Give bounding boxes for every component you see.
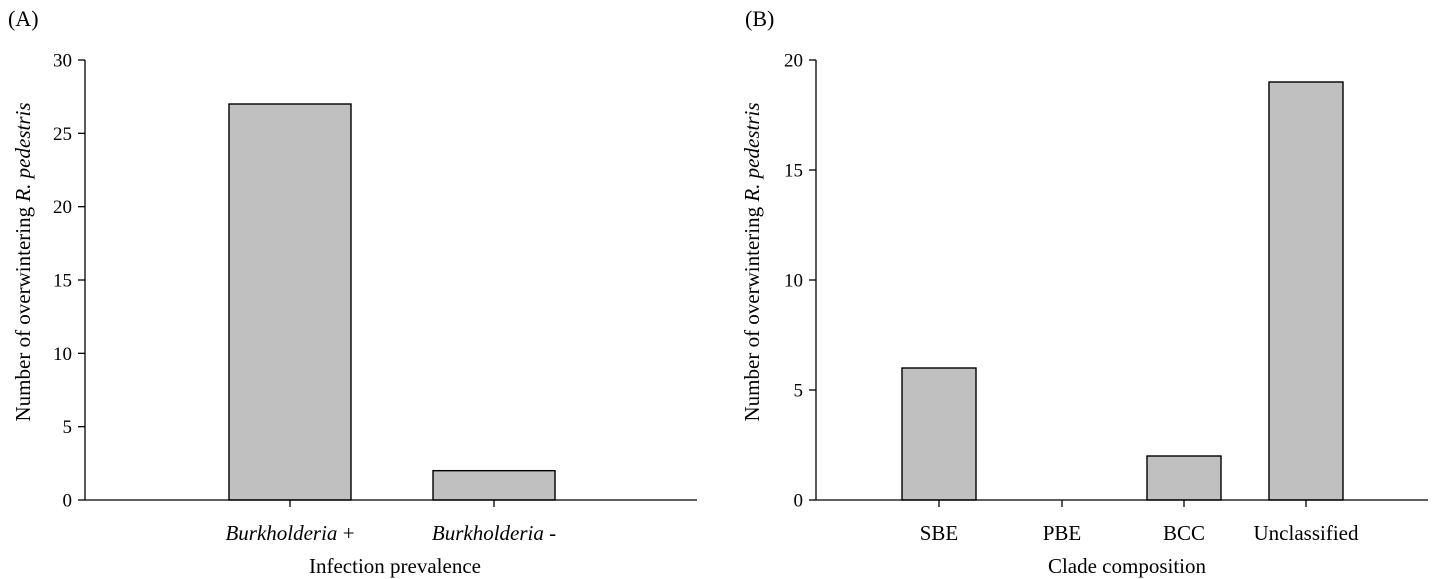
panel-b-label: (B)	[745, 6, 774, 31]
panel-b-y-tick-label: 0	[794, 491, 804, 512]
panel-a-y-tick-label: 5	[63, 417, 73, 438]
panel-b-x-axis-title: Clade composition	[1048, 554, 1207, 578]
panel-a-y-tick-label: 25	[53, 124, 72, 145]
panel-a-y-tick-label: 15	[53, 271, 72, 292]
panel-a-y-axis-title: Number of overwintering R. pedestris	[11, 102, 35, 421]
svg-text:Number of overwintering R. ped: Number of overwintering R. pedestris	[740, 102, 764, 421]
panel-a-axes	[84, 60, 697, 501]
panel-b-bar	[1146, 455, 1222, 501]
panel-a-x-categories: Burkholderia + Burkholderia -	[225, 500, 556, 545]
panel-b-bar	[1268, 81, 1344, 501]
panel-a-category-label-plain: -	[544, 521, 556, 545]
panel-b-category-label: PBE	[1043, 521, 1082, 545]
panel-b-category-label-plain: SBE	[920, 521, 959, 545]
svg-text:Number of overwintering R. ped: Number of overwintering R. pedestris	[11, 102, 35, 421]
panel-b-y-tick-label: 15	[784, 161, 803, 182]
panel-a-bar	[228, 103, 352, 501]
panel-b-category-label-plain: Unclassified	[1254, 521, 1359, 545]
panel-b-y-tick-label: 10	[784, 271, 803, 292]
panel-b-category-label: SBE	[920, 521, 959, 545]
panel-b-y-axis-title-italic: R. pedestris	[740, 102, 764, 202]
panel-a-y-tick-label: 0	[63, 491, 73, 512]
panel-a-y-ticks: 0 5 10 15 20 25 30	[53, 51, 85, 512]
panel-a-label: (A)	[8, 6, 39, 31]
panel-a-category-label-italic: Burkholderia	[432, 521, 544, 545]
panel-b-category-label-plain: BCC	[1163, 521, 1205, 545]
panel-b-y-tick-label: 5	[794, 381, 804, 402]
panel-a-y-tick-label: 20	[53, 197, 72, 218]
panel-b-category-label-plain: PBE	[1043, 521, 1082, 545]
panel-a-y-tick-label: 10	[53, 344, 72, 365]
panel-b-category-label: Unclassified	[1254, 521, 1359, 545]
panel-a-category-label: Burkholderia -	[432, 521, 556, 545]
panel-b-bars	[901, 81, 1344, 501]
panel-b-y-axis-title-plain: Number of overwintering	[740, 202, 764, 422]
panel-a-category-label: Burkholderia +	[225, 521, 354, 545]
panel-a-y-tick-label: 30	[53, 51, 72, 72]
panel-b-y-ticks: 0 5 10 15 20	[784, 51, 816, 512]
panel-a: (A) Number of overwintering R. pedestris…	[8, 6, 697, 578]
panel-a-bars	[228, 103, 556, 501]
panel-a-y-axis-title-plain: Number of overwintering	[11, 202, 35, 422]
panel-a-category-label-italic: Burkholderia	[225, 521, 337, 545]
panel-b-y-axis-title: Number of overwintering R. pedestris	[740, 102, 764, 421]
panel-b-category-label: BCC	[1163, 521, 1205, 545]
panel-b-y-tick-label: 20	[784, 51, 803, 72]
panel-a-bar	[432, 469, 556, 501]
panel-a-x-axis-title: Infection prevalence	[309, 554, 481, 578]
panel-a-category-label-plain: +	[337, 521, 354, 545]
panel-b-x-categories: SBE PBE BCC Unclassified	[920, 500, 1359, 545]
panel-b: (B) Number of overwintering R. pedestris…	[740, 6, 1428, 578]
panel-a-y-axis-title-italic: R. pedestris	[11, 102, 35, 202]
panel-b-bar	[901, 367, 977, 501]
